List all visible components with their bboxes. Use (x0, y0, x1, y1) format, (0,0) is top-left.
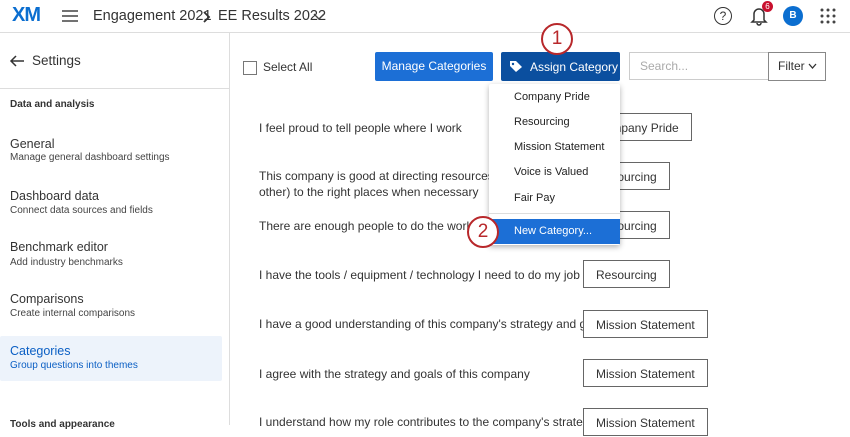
notification-badge: 6 (762, 1, 773, 12)
category-tag[interactable]: Resourcing (583, 260, 670, 288)
manage-categories-button[interactable]: Manage Categories (375, 52, 493, 81)
top-bar (0, 0, 850, 33)
nav-subtitle[interactable]: Add industry benchmarks (10, 257, 123, 268)
project-name[interactable]: Engagement 2021 (93, 8, 212, 24)
category-tag[interactable]: Mission Statement (583, 359, 708, 387)
question-text: This company is good at directing resour… (259, 169, 515, 183)
new-category-item[interactable]: New Category... (489, 219, 620, 244)
nav-subtitle[interactable]: Connect data sources and fields (10, 205, 153, 216)
apps-icon[interactable] (820, 8, 836, 24)
menu-item[interactable]: Resourcing (514, 116, 570, 128)
question-text: I have the tools / equipment / technolog… (259, 268, 580, 282)
nav-subtitle[interactable]: Create internal comparisons (10, 308, 136, 319)
menu-icon[interactable] (61, 9, 79, 23)
selected-highlight (0, 336, 222, 381)
section-title: Tools and appearance (10, 419, 115, 430)
filter-button[interactable] (768, 52, 826, 81)
nav-subtitle[interactable]: Manage general dashboard settings (10, 152, 170, 163)
menu-item[interactable]: Company Pride (514, 91, 590, 103)
section-title: Data and analysis (10, 99, 95, 110)
tag-icon (510, 61, 522, 72)
dashboard-name[interactable]: EE Results 2022 (218, 8, 327, 24)
menu-item[interactable]: Mission Statement (514, 141, 605, 153)
filter-label[interactable]: Filter (778, 59, 805, 73)
menu-item[interactable]: Voice is Valued (514, 166, 589, 178)
callout-marker: 1 (541, 23, 573, 55)
question-text: other) to the right places when necessar… (259, 185, 479, 199)
avatar[interactable]: B (783, 6, 803, 26)
nav-title[interactable]: Dashboard data (10, 189, 99, 203)
logo[interactable]: XM (12, 4, 41, 26)
question-text: There are enough people to do the work o… (259, 219, 489, 233)
select-all-label[interactable]: Select All (263, 60, 313, 74)
nav-subtitle[interactable]: Group questions into themes (10, 360, 138, 371)
question-text: I feel proud to tell people where I work (259, 121, 462, 135)
dropdown-chevron[interactable] (313, 12, 325, 21)
back-arrow[interactable] (9, 54, 25, 68)
nav-title[interactable]: Categories (10, 344, 71, 358)
callout-marker: 2 (467, 216, 499, 248)
search-placeholder: Search... (640, 59, 689, 73)
category-tag[interactable]: Mission Statement (583, 310, 708, 338)
category-tag[interactable]: Mission Statement (583, 408, 708, 436)
nav-title[interactable]: General (10, 137, 55, 151)
filter-chevron (808, 63, 817, 69)
help-icon[interactable]: ? (714, 7, 732, 25)
search-input[interactable] (629, 52, 769, 80)
nav-title[interactable]: Comparisons (10, 292, 84, 306)
breadcrumb-chevron (203, 11, 211, 23)
divider (0, 88, 229, 89)
question-text: I understand how my role contributes to … (259, 415, 596, 429)
menu-divider (489, 213, 620, 214)
select-all-checkbox[interactable] (243, 61, 257, 75)
menu-item[interactable]: Fair Pay (514, 192, 555, 204)
bell-icon[interactable] (750, 6, 768, 26)
question-text: I agree with the strategy and goals of t… (259, 367, 530, 381)
nav-title[interactable]: Benchmark editor (10, 240, 108, 254)
question-text: I have a good understanding of this comp… (259, 317, 609, 331)
back-label[interactable]: Settings (32, 53, 81, 68)
assign-category-label[interactable]: Assign Category (530, 60, 619, 74)
dropdown-menu (489, 84, 620, 245)
